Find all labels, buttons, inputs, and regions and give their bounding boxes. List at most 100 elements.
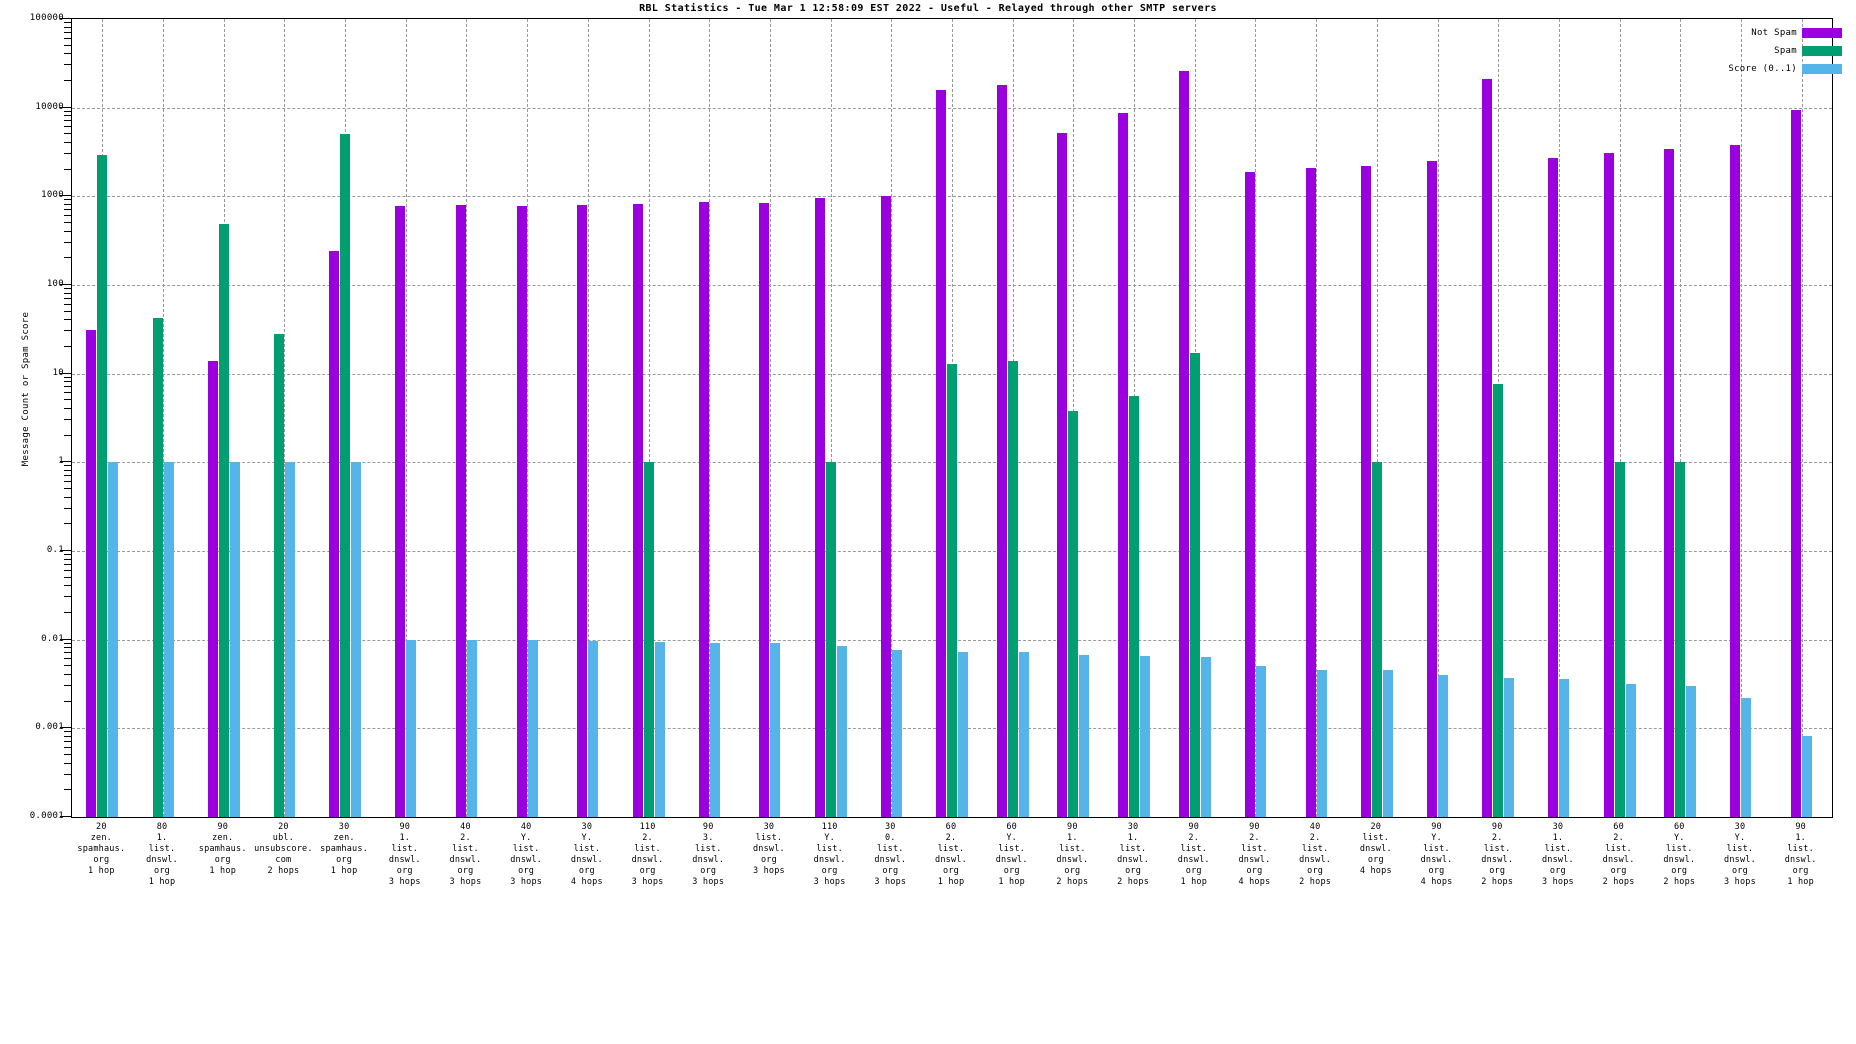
bar-score: [770, 643, 780, 817]
gridline-vertical: [466, 19, 467, 817]
x-tick-label: 90 2. list. dnswl. org 2 hops: [1481, 822, 1514, 887]
bar-score: [1438, 674, 1448, 817]
y-tick-minor: [64, 419, 71, 421]
y-tick-minor: [64, 685, 71, 687]
y-tick-major: [60, 372, 71, 374]
y-tick-minor: [64, 64, 71, 66]
y-tick-minor: [64, 747, 71, 748]
legend-item: Score (0..1): [1682, 62, 1842, 76]
x-tick-label: 20 ubl. unsubscore. com 2 hops: [254, 822, 313, 876]
bar-score: [528, 640, 538, 817]
y-tick-minor: [64, 563, 71, 565]
bar-score: [1317, 669, 1327, 817]
x-tick-label: 60 2. list. dnswl. org 1 hop: [935, 822, 967, 887]
gridline-vertical: [1680, 19, 1681, 817]
y-tick-minor: [64, 386, 71, 388]
y-tick-minor: [64, 392, 71, 394]
y-tick-minor: [64, 257, 71, 259]
y-tick-minor: [64, 26, 71, 28]
bar-not-spam: [881, 195, 891, 817]
bar-not-spam: [86, 330, 96, 817]
bar-score: [1802, 735, 1812, 817]
y-tick-minor: [64, 465, 71, 467]
bar-score: [1686, 686, 1696, 817]
y-tick-minor: [64, 576, 71, 578]
y-tick-label: 1: [58, 456, 64, 467]
y-tick-minor: [64, 241, 71, 243]
bar-not-spam: [699, 202, 709, 817]
y-tick-minor: [64, 665, 71, 667]
y-tick-minor: [64, 731, 71, 733]
x-tick-label: 30 0. list. dnswl. org 3 hops: [874, 822, 907, 887]
bar-not-spam: [1179, 70, 1189, 817]
legend-label: Spam: [1774, 46, 1797, 56]
bar-score: [108, 462, 118, 817]
x-tick-label: 80 1. list. dnswl. org 1 hop: [146, 822, 178, 887]
bar-score: [588, 641, 598, 817]
y-tick-minor: [64, 735, 71, 737]
gridline-vertical: [1438, 19, 1439, 817]
bar-spam: [1190, 353, 1200, 817]
gridline-vertical: [1255, 19, 1256, 817]
y-tick-minor: [64, 310, 71, 312]
y-tick-major: [60, 550, 71, 551]
y-tick-minor: [64, 507, 71, 509]
bar-spam: [1493, 383, 1503, 817]
x-tick-label: 30 Y. list. dnswl. org 3 hops: [1724, 822, 1756, 887]
x-tick-label: 90 2. list. dnswl. org 1 hop: [1177, 822, 1210, 887]
gridline-vertical: [1559, 19, 1560, 817]
y-tick-minor: [64, 37, 71, 39]
y-tick-minor: [64, 434, 71, 436]
y-tick-minor: [64, 153, 71, 155]
plot-frame: [71, 18, 1833, 818]
bar-score: [837, 646, 847, 817]
bar-not-spam: [1604, 152, 1614, 817]
y-tick-minor: [64, 488, 71, 490]
gridline-vertical: [831, 19, 832, 817]
legend-swatch: [1802, 28, 1842, 38]
bar-score: [1741, 697, 1751, 817]
x-tick-label: 60 2. list. dnswl. org 2 hops: [1602, 822, 1635, 887]
x-axis-labels: 20 zen. spamhaus. org 1 hop 80 1. list. d…: [71, 822, 1833, 932]
y-tick-minor: [64, 209, 71, 211]
x-tick-label: 30 1. list. dnswl. org 3 hops: [1541, 822, 1574, 887]
x-tick-label: 40 2. list. dnswl. org 2 hops: [1299, 822, 1332, 887]
gridline-vertical: [588, 19, 589, 817]
bar-spam: [340, 134, 350, 817]
bar-spam: [219, 223, 229, 817]
y-tick-minor: [64, 44, 71, 46]
y-tick-minor: [64, 215, 71, 216]
y-tick-label: 10000: [35, 101, 64, 112]
x-tick-label: 40 Y. list. dnswl. org 3 hops: [510, 822, 543, 887]
bar-score: [1504, 677, 1514, 817]
bar-score: [1626, 683, 1636, 817]
y-tick-minor: [64, 481, 71, 482]
y-tick-minor: [64, 741, 71, 743]
bar-score: [467, 640, 477, 817]
bar-not-spam: [1427, 161, 1437, 817]
bar-not-spam: [208, 360, 218, 817]
y-tick-label: 0.01: [41, 633, 64, 644]
bar-not-spam: [456, 205, 466, 817]
bar-spam: [947, 363, 957, 817]
x-tick-label: 30 1. list. dnswl. org 2 hops: [1117, 822, 1150, 887]
y-tick-minor: [64, 110, 71, 112]
y-tick-minor: [64, 475, 71, 477]
bar-score: [1140, 655, 1150, 817]
y-tick-minor: [64, 376, 71, 378]
y-tick-minor: [64, 673, 71, 675]
bar-not-spam: [1730, 144, 1740, 817]
bar-not-spam: [815, 197, 825, 817]
y-tick-minor: [64, 700, 71, 702]
y-tick-minor: [64, 554, 71, 556]
x-tick-label: 90 1. list. dnswl. org 3 hops: [388, 822, 421, 887]
y-tick-minor: [64, 523, 71, 525]
bar-not-spam: [759, 202, 769, 817]
bar-not-spam: [633, 203, 643, 817]
y-tick-minor: [64, 53, 71, 55]
y-tick-label: 100: [46, 279, 64, 289]
plot-area: [72, 19, 1832, 817]
gridline-vertical: [1741, 19, 1742, 817]
y-tick-major: [60, 106, 71, 108]
y-tick-label: 0.0001: [29, 811, 64, 821]
